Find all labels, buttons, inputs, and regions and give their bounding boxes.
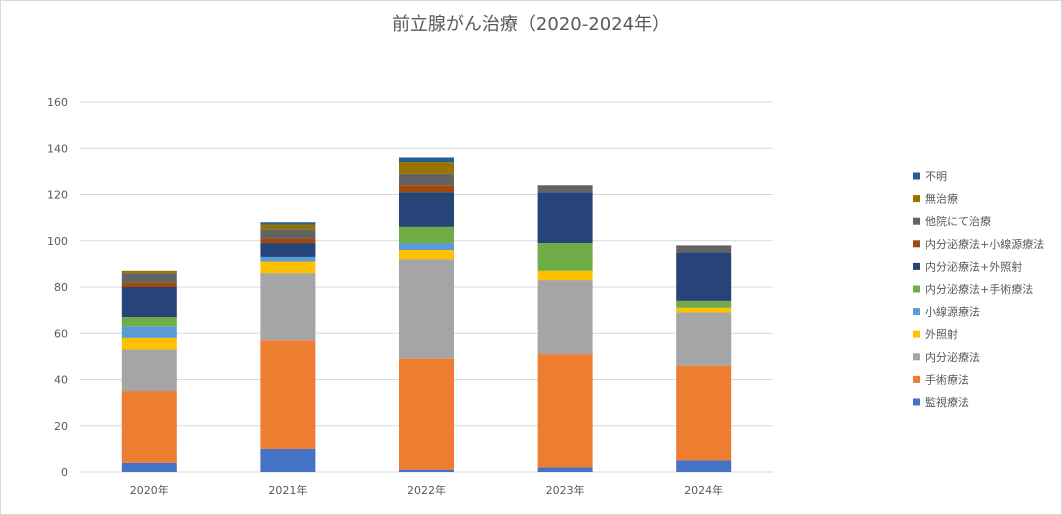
bar-segment (121, 317, 177, 327)
bar-segment (537, 467, 593, 472)
bar-segment (537, 270, 593, 281)
bar-segment (121, 349, 177, 392)
legend-swatch (913, 217, 920, 225)
bar-segment (260, 340, 316, 449)
x-axis-tick-labels: 2020年 2021年 2022年 2023年 2024年 (130, 483, 723, 497)
legend-swatch (913, 285, 920, 293)
x-tick-label: 2021年 (268, 483, 307, 497)
y-tick-label: 160 (47, 96, 68, 109)
legend-swatch (913, 308, 920, 316)
legend-label: 内分泌療法+手術療法 (925, 282, 1033, 296)
bar-segment (676, 312, 732, 366)
legend-swatch (913, 330, 920, 338)
bar-segment (537, 243, 593, 271)
y-tick-label: 20 (54, 420, 68, 433)
legend-label: 無治療 (925, 192, 958, 206)
y-tick-label: 100 (47, 235, 68, 248)
legend-label: 外照射 (925, 327, 958, 341)
bar-segment (121, 337, 177, 350)
bar-segment (260, 448, 316, 472)
legend-label: 内分泌療法+外照射 (925, 259, 1022, 273)
bar-segment (676, 245, 732, 253)
x-tick-label: 2022年 (407, 483, 446, 497)
legend-label: 監視療法 (925, 395, 969, 409)
bar-segment (676, 365, 732, 461)
legend-swatch (913, 172, 920, 180)
legend-swatch (913, 398, 920, 406)
legend-label: 内分泌療法 (925, 350, 980, 364)
bars (121, 157, 732, 472)
bar-segment (121, 462, 177, 472)
bar-segment (399, 250, 454, 260)
y-axis-tick-labels: 0 20 40 60 80 100 120 140 160 (47, 96, 68, 479)
legend-swatch (913, 262, 920, 270)
legend-label: 手術療法 (925, 372, 969, 386)
bar-segment (399, 162, 454, 174)
bar-segment (537, 192, 593, 244)
bar-segment (399, 185, 454, 193)
y-tick-label: 0 (61, 466, 68, 479)
legend: 監視療法 手術療法 内分泌療法 外照射 小線源療法 内分泌療法+手術療法内分泌療法+外照射… (913, 170, 1044, 409)
bar-segment (121, 326, 177, 338)
y-tick-label: 140 (47, 142, 68, 155)
bar-segment (121, 270, 177, 274)
legend-label: 内分泌療法+小線源療法 (925, 237, 1044, 251)
bar-segment (399, 157, 454, 163)
bar-segment (676, 300, 732, 308)
x-tick-label: 2024年 (684, 483, 723, 497)
legend-label: 不明 (925, 170, 947, 183)
legend-swatch (913, 195, 920, 203)
legend-swatch (913, 375, 920, 383)
bar-segment (537, 354, 593, 468)
legend-label: 小線源療法 (925, 305, 980, 319)
bar-segment (399, 358, 454, 470)
bar-segment (399, 173, 454, 186)
bar-segment (260, 256, 316, 262)
bar-segment (260, 261, 316, 274)
bar-segment (676, 307, 732, 313)
bar-segment (260, 229, 316, 239)
bar-segment (260, 222, 316, 225)
bar-segment (399, 243, 454, 250)
bar-segment (260, 224, 316, 230)
y-tick-label: 80 (54, 281, 68, 294)
chart-title: 前立腺がん治療（2020-2024年） (391, 14, 671, 35)
bar-segment (121, 282, 177, 287)
y-tick-label: 60 (54, 327, 68, 340)
bar-segment (399, 259, 454, 359)
bar-segment (399, 469, 454, 472)
bar-segment (399, 226, 454, 244)
bar-segment (537, 280, 593, 355)
bar-segment (260, 243, 316, 257)
bar-segment (121, 391, 177, 463)
y-tick-label: 40 (54, 374, 68, 387)
bar-segment (260, 273, 316, 341)
bar-segment (676, 460, 732, 472)
bar-segment (676, 252, 732, 301)
x-tick-label: 2020年 (130, 483, 169, 497)
legend-label: 他院にて治療 (925, 214, 991, 228)
legend-swatch (913, 353, 920, 361)
y-tick-label: 120 (47, 189, 68, 202)
legend-swatch (913, 240, 920, 248)
bar-segment (537, 185, 593, 193)
bar-segment (260, 238, 316, 244)
bar-segment (121, 273, 177, 283)
bar-segment (121, 287, 177, 318)
bar-segment (399, 192, 454, 227)
x-tick-label: 2023年 (546, 483, 585, 497)
